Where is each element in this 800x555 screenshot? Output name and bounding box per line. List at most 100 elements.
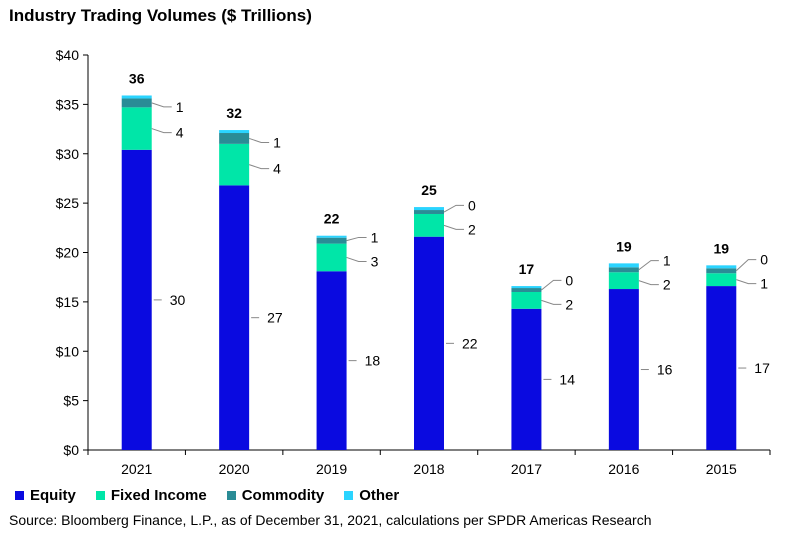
bar-segment-fixed-income — [511, 292, 542, 309]
leader-line — [346, 236, 367, 242]
legend-label-other: Other — [359, 487, 400, 504]
y-tick-label: $0 — [63, 442, 79, 458]
bar-segment-other — [121, 95, 152, 99]
data-label: 2 — [565, 296, 573, 312]
data-label: 2 — [468, 221, 476, 237]
bar-segment-commodity — [316, 237, 347, 244]
leader-line — [541, 299, 562, 305]
legend-swatch-commodity — [226, 491, 236, 500]
data-label: 0 — [565, 272, 573, 288]
leader-line — [151, 102, 172, 108]
data-label: 17 — [754, 360, 770, 376]
bars — [121, 95, 737, 451]
leader-line — [248, 164, 270, 170]
legend-label-fixed-income: Fixed Income — [110, 487, 207, 504]
bar-segment-commodity — [121, 98, 152, 108]
data-label: 1 — [176, 99, 184, 115]
data-label: 22 — [462, 335, 478, 351]
bar-segment-other — [511, 286, 542, 289]
leader-line — [736, 279, 757, 285]
legend-label-commodity: Commodity — [241, 487, 325, 504]
bar-segment-fixed-income — [121, 107, 152, 150]
legend-item-fixed-income: Fixed Income — [95, 487, 207, 504]
bar-segment-equity — [511, 308, 542, 450]
y-axis: $0 $5 $10 $15 $20 $25 $30 $35 $40 — [56, 47, 89, 458]
x-tick-label: 2020 — [219, 461, 250, 477]
bar-segment-commodity — [608, 267, 639, 273]
bar-segment-fixed-income — [608, 272, 639, 290]
x-tick-label: 2015 — [706, 461, 737, 477]
bar-segment-commodity — [414, 210, 444, 214]
leader-line — [443, 224, 464, 230]
y-tick-label: $35 — [56, 96, 80, 112]
chart-title: Industry Trading Volumes ($ Trillions) — [9, 6, 312, 25]
legend-item-other: Other — [344, 487, 399, 504]
data-label: 1 — [273, 134, 281, 150]
leader-line — [638, 260, 659, 271]
data-label: 16 — [657, 362, 673, 378]
data-label: 1 — [760, 276, 768, 292]
leader-line — [248, 137, 270, 143]
bar-segment-equity — [706, 286, 737, 450]
data-label: 2 — [663, 277, 671, 293]
data-label: 0 — [760, 252, 768, 268]
data-label: 4 — [176, 125, 184, 141]
legend: Equity Fixed Income Commodity Other — [15, 487, 399, 504]
total-label: 22 — [324, 211, 340, 227]
data-label: 0 — [468, 197, 476, 213]
bar-segment-other — [706, 265, 737, 269]
y-tick-label: $40 — [56, 47, 80, 63]
leader-line — [541, 279, 562, 291]
y-tick-label: $30 — [56, 146, 80, 162]
bar-segment-commodity — [219, 133, 250, 144]
total-label: 36 — [129, 70, 145, 86]
leader-line — [638, 280, 659, 286]
x-tick-label: 2016 — [608, 461, 639, 477]
total-label: 32 — [226, 105, 242, 121]
bar-segment-equity — [414, 236, 444, 450]
x-tick-label: 2018 — [413, 461, 444, 477]
legend-item-equity: Equity — [15, 487, 76, 504]
legend-swatch-equity — [15, 491, 24, 500]
data-label: 27 — [267, 310, 283, 326]
y-tick-label: $5 — [63, 393, 79, 409]
bar-segment-other — [608, 263, 639, 268]
data-label: 1 — [663, 253, 671, 269]
x-axis: 2021 2020 2019 2018 2017 2016 2015 — [87, 449, 771, 477]
leader-line — [151, 128, 172, 134]
data-label: 18 — [365, 353, 381, 369]
data-labels: 3041362741321831222220251420171621191710… — [129, 70, 770, 387]
leader-line — [346, 256, 367, 262]
bar-segment-other — [414, 207, 444, 211]
bar-segment-other — [316, 235, 347, 238]
total-label: 19 — [616, 238, 632, 254]
data-label: 14 — [559, 371, 575, 387]
bar-segment-fixed-income — [219, 143, 250, 186]
bar-segment-equity — [219, 185, 250, 450]
total-label: 17 — [519, 261, 535, 277]
total-label: 19 — [713, 240, 729, 256]
legend-label-equity: Equity — [30, 487, 76, 504]
bar-segment-other — [219, 130, 250, 134]
legend-swatch-fixed-income — [95, 491, 105, 500]
x-tick-label: 2017 — [511, 461, 542, 477]
bar-segment-commodity — [511, 288, 542, 292]
bar-segment-fixed-income — [706, 273, 737, 287]
y-tick-label: $10 — [56, 343, 80, 359]
y-tick-label: $25 — [56, 195, 80, 211]
data-label: 4 — [273, 161, 281, 177]
data-label: 30 — [170, 292, 186, 308]
total-label: 25 — [421, 182, 437, 198]
bar-segment-commodity — [706, 268, 737, 274]
y-tick-label: $15 — [56, 294, 80, 310]
y-tick-label: $20 — [56, 245, 80, 261]
leader-line — [443, 204, 464, 213]
legend-item-commodity: Commodity — [226, 487, 325, 504]
bar-segment-equity — [608, 289, 639, 450]
x-tick-label: 2019 — [316, 461, 347, 477]
bar-segment-fixed-income — [414, 213, 444, 237]
bar-segment-fixed-income — [316, 243, 347, 272]
legend-swatch-other — [344, 491, 354, 500]
source-note: Source: Bloomberg Finance, L.P., as of D… — [9, 512, 652, 528]
